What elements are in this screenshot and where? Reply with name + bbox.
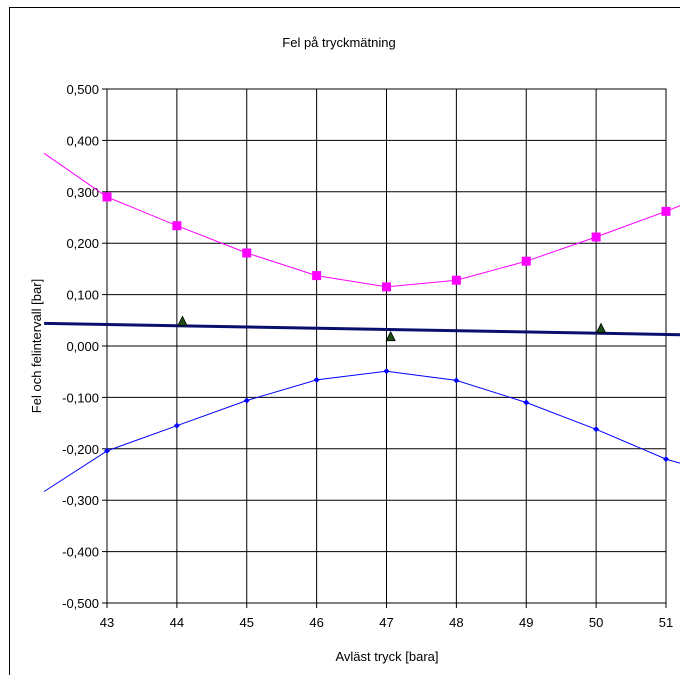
chart-outer-border bbox=[10, 8, 680, 676]
series-1-point bbox=[592, 233, 601, 242]
x-tick-label: 51 bbox=[659, 615, 673, 630]
series-1-point bbox=[662, 207, 671, 216]
y-axis-title: Fel och felintervall [bar] bbox=[29, 279, 44, 413]
x-tick-label: 45 bbox=[240, 615, 254, 630]
series-1-point bbox=[103, 192, 112, 201]
y-tick-label: -0,500 bbox=[62, 596, 99, 611]
y-tick-label: -0,400 bbox=[62, 545, 99, 560]
series-1-point bbox=[242, 248, 251, 257]
y-tick-label: -0,100 bbox=[62, 390, 99, 405]
series-1-point bbox=[382, 282, 391, 291]
x-tick-label: 47 bbox=[379, 615, 393, 630]
y-tick-label: 0,000 bbox=[66, 339, 99, 354]
y-tick-label: 0,200 bbox=[66, 236, 99, 251]
series-1-point bbox=[312, 271, 321, 280]
chart-title: Fel på tryckmätning bbox=[282, 35, 395, 50]
y-tick-label: -0,200 bbox=[62, 442, 99, 457]
x-tick-label: 50 bbox=[589, 615, 603, 630]
y-tick-label: 0,400 bbox=[66, 133, 99, 148]
x-tick-label: 48 bbox=[449, 615, 463, 630]
series-1-point bbox=[522, 257, 531, 266]
x-tick-label: 49 bbox=[519, 615, 533, 630]
y-tick-label: 0,300 bbox=[66, 185, 99, 200]
x-axis-title: Avläst tryck [bara] bbox=[335, 649, 438, 664]
y-tick-label: -0,300 bbox=[62, 493, 99, 508]
series-1-point bbox=[452, 276, 461, 285]
y-tick-label: 0,500 bbox=[66, 82, 99, 97]
series-1-point bbox=[172, 221, 181, 230]
x-tick-label: 44 bbox=[170, 615, 184, 630]
x-tick-label: 46 bbox=[309, 615, 323, 630]
x-tick-label: 43 bbox=[100, 615, 114, 630]
y-tick-label: 0,100 bbox=[66, 288, 99, 303]
